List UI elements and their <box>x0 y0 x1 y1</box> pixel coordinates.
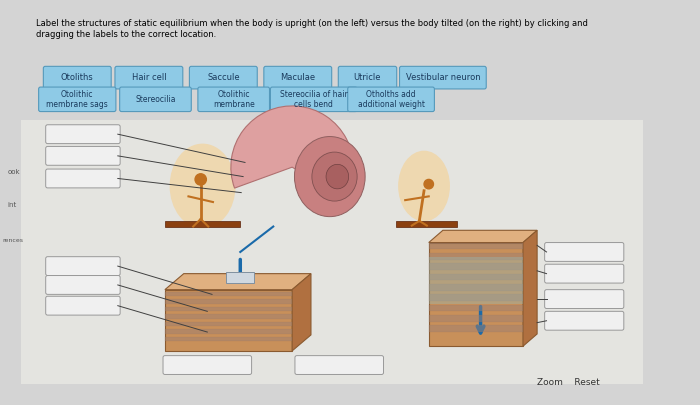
Text: Maculae: Maculae <box>280 73 315 82</box>
Bar <box>226 272 254 283</box>
Polygon shape <box>165 290 292 351</box>
FancyBboxPatch shape <box>545 264 624 283</box>
Ellipse shape <box>295 136 365 217</box>
Text: Saccule: Saccule <box>207 73 239 82</box>
Text: ook: ook <box>8 169 20 175</box>
Text: Stereocilia: Stereocilia <box>135 95 176 104</box>
Bar <box>428 326 523 332</box>
Bar <box>428 263 523 270</box>
Bar <box>428 243 523 249</box>
Ellipse shape <box>169 144 236 228</box>
FancyBboxPatch shape <box>46 147 120 165</box>
Polygon shape <box>523 230 537 346</box>
FancyBboxPatch shape <box>338 66 397 89</box>
Polygon shape <box>428 243 523 346</box>
FancyBboxPatch shape <box>120 87 191 111</box>
FancyBboxPatch shape <box>38 87 116 111</box>
FancyBboxPatch shape <box>46 169 120 188</box>
Bar <box>165 322 292 326</box>
Bar <box>165 307 292 311</box>
Text: Otolithic
membrane: Otolithic membrane <box>213 90 255 109</box>
Bar <box>21 120 643 384</box>
FancyBboxPatch shape <box>46 296 120 315</box>
Text: int: int <box>8 202 17 208</box>
Text: Otholths add
additional weight: Otholths add additional weight <box>358 90 425 109</box>
Polygon shape <box>428 257 523 304</box>
Bar <box>428 253 523 260</box>
Text: Label the structures of static equilibrium when the body is upright (on the left: Label the structures of static equilibri… <box>36 19 588 38</box>
FancyBboxPatch shape <box>295 356 384 375</box>
FancyBboxPatch shape <box>198 87 270 111</box>
FancyBboxPatch shape <box>545 243 624 261</box>
FancyBboxPatch shape <box>264 66 332 89</box>
Text: Hair cell: Hair cell <box>132 73 166 82</box>
Text: Utricle: Utricle <box>354 73 382 82</box>
Text: rences: rences <box>2 238 23 243</box>
Bar <box>428 305 523 311</box>
FancyBboxPatch shape <box>190 66 257 89</box>
Bar <box>428 315 523 322</box>
FancyBboxPatch shape <box>43 66 111 89</box>
Bar <box>428 294 523 301</box>
Bar <box>395 221 457 226</box>
Polygon shape <box>292 274 311 351</box>
Wedge shape <box>231 106 354 198</box>
FancyBboxPatch shape <box>46 125 120 144</box>
Bar <box>428 274 523 280</box>
Text: Stereocilia of hair
cells bend: Stereocilia of hair cells bend <box>280 90 348 109</box>
Bar <box>165 314 292 319</box>
Text: Vestibular neuron: Vestibular neuron <box>405 73 480 82</box>
FancyBboxPatch shape <box>46 275 120 294</box>
Ellipse shape <box>312 152 357 201</box>
Bar <box>165 292 292 296</box>
FancyBboxPatch shape <box>348 87 435 111</box>
Text: Otolithic
membrane sags: Otolithic membrane sags <box>46 90 108 109</box>
FancyBboxPatch shape <box>400 66 486 89</box>
FancyBboxPatch shape <box>270 87 357 111</box>
Bar <box>428 284 523 291</box>
Bar <box>165 299 292 304</box>
Circle shape <box>424 179 433 189</box>
Polygon shape <box>165 274 311 290</box>
FancyBboxPatch shape <box>163 356 251 375</box>
Bar <box>165 337 292 341</box>
Circle shape <box>195 174 206 185</box>
Text: Zoom    Reset: Zoom Reset <box>537 378 600 387</box>
Bar <box>165 221 240 226</box>
Polygon shape <box>428 230 537 243</box>
Bar <box>165 329 292 334</box>
Ellipse shape <box>398 151 450 222</box>
Ellipse shape <box>326 164 349 189</box>
FancyBboxPatch shape <box>545 290 624 309</box>
FancyBboxPatch shape <box>545 311 624 330</box>
FancyBboxPatch shape <box>115 66 183 89</box>
FancyBboxPatch shape <box>46 257 120 275</box>
Text: Otoliths: Otoliths <box>61 73 94 82</box>
